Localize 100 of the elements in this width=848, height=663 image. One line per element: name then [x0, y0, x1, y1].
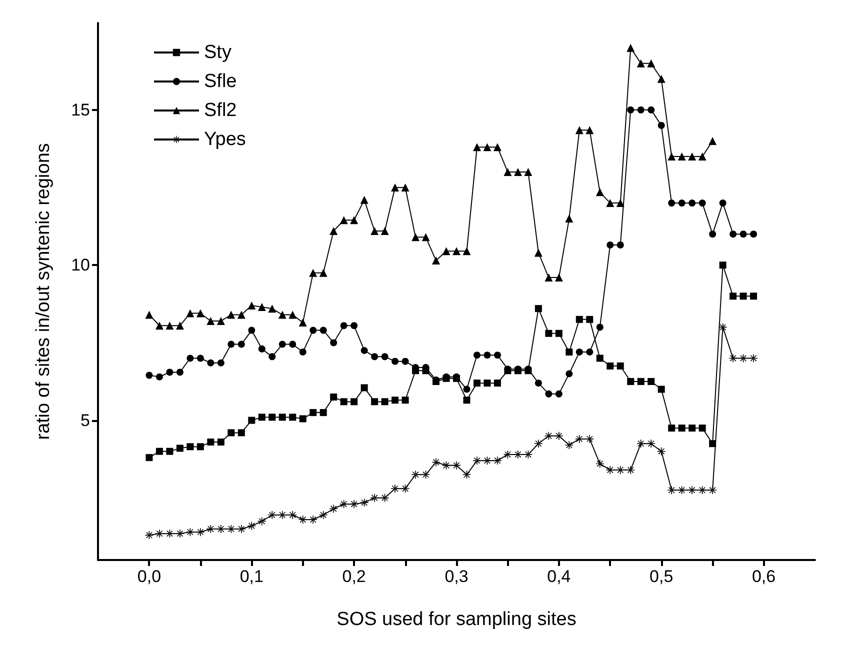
x-tick-label: 0,2 [342, 567, 366, 586]
point [238, 429, 245, 436]
point [668, 424, 676, 432]
point [709, 440, 716, 448]
point [606, 199, 614, 208]
point [289, 340, 296, 348]
point [545, 330, 552, 337]
point [248, 326, 256, 334]
x-tick-label: 0,6 [752, 567, 776, 586]
point [422, 470, 430, 479]
point [217, 359, 224, 366]
point [616, 362, 624, 370]
y-axis-title: ratio of sites in/out syntenic regions [33, 143, 54, 440]
point [320, 326, 327, 334]
legend-label: Sfl2 [204, 100, 237, 121]
point [718, 323, 727, 332]
point [258, 517, 266, 526]
point [637, 106, 644, 114]
point [360, 498, 368, 507]
point [176, 322, 184, 330]
point [319, 268, 328, 277]
point [186, 354, 194, 362]
point [320, 409, 327, 416]
point [586, 126, 594, 134]
point [648, 378, 655, 386]
legend-label: Sty [204, 42, 232, 63]
y-tick-label: 10 [71, 256, 90, 275]
point [636, 59, 645, 68]
point [401, 184, 410, 192]
point [565, 214, 574, 223]
point [146, 454, 153, 462]
point [371, 353, 378, 360]
point [636, 440, 645, 448]
point [719, 200, 726, 207]
point [555, 330, 562, 337]
point [216, 524, 225, 533]
x-tick-label: 0,1 [240, 567, 264, 586]
point [402, 396, 409, 404]
point [627, 106, 634, 114]
point [596, 354, 604, 362]
point [370, 494, 379, 502]
point [156, 373, 163, 380]
point [462, 470, 471, 479]
point [647, 440, 656, 448]
point [380, 494, 389, 502]
point [708, 136, 717, 145]
point [237, 524, 246, 533]
point [678, 424, 686, 432]
point [207, 359, 214, 366]
point [688, 424, 696, 432]
point [330, 339, 338, 346]
point [524, 168, 532, 176]
point [350, 322, 358, 330]
point [370, 226, 379, 235]
point [166, 322, 174, 330]
point [176, 530, 184, 538]
point [554, 432, 563, 440]
point [340, 500, 348, 508]
point [155, 322, 164, 330]
point [657, 447, 666, 456]
legend-label: Ypes [204, 129, 246, 150]
point [730, 292, 737, 300]
point [750, 354, 758, 362]
x-tick-label: 0,4 [547, 567, 571, 586]
y-tick-label: 5 [80, 410, 90, 430]
point [554, 274, 563, 282]
point [402, 358, 409, 365]
point [330, 504, 338, 513]
point [391, 184, 400, 192]
point [678, 200, 686, 207]
point [228, 340, 235, 348]
point [616, 241, 624, 248]
x-tick-label: 0,0 [137, 567, 162, 586]
point [575, 126, 584, 134]
point [596, 324, 604, 331]
point [463, 386, 470, 393]
point [217, 438, 224, 446]
point [381, 353, 388, 360]
point [729, 354, 738, 362]
point [668, 486, 676, 494]
point [514, 450, 522, 458]
point [534, 380, 542, 387]
point [576, 348, 583, 356]
point [227, 310, 236, 319]
point [708, 486, 717, 494]
point [310, 409, 317, 416]
point [288, 510, 297, 519]
point [340, 216, 348, 224]
point [566, 370, 573, 378]
point [371, 398, 378, 406]
point [166, 448, 174, 455]
point [657, 74, 666, 83]
point [626, 466, 635, 474]
y-tick-label: 15 [71, 100, 90, 120]
point [494, 380, 501, 387]
point [740, 230, 747, 238]
point [176, 444, 184, 452]
point [268, 510, 276, 519]
point [289, 414, 296, 421]
point [596, 460, 604, 468]
